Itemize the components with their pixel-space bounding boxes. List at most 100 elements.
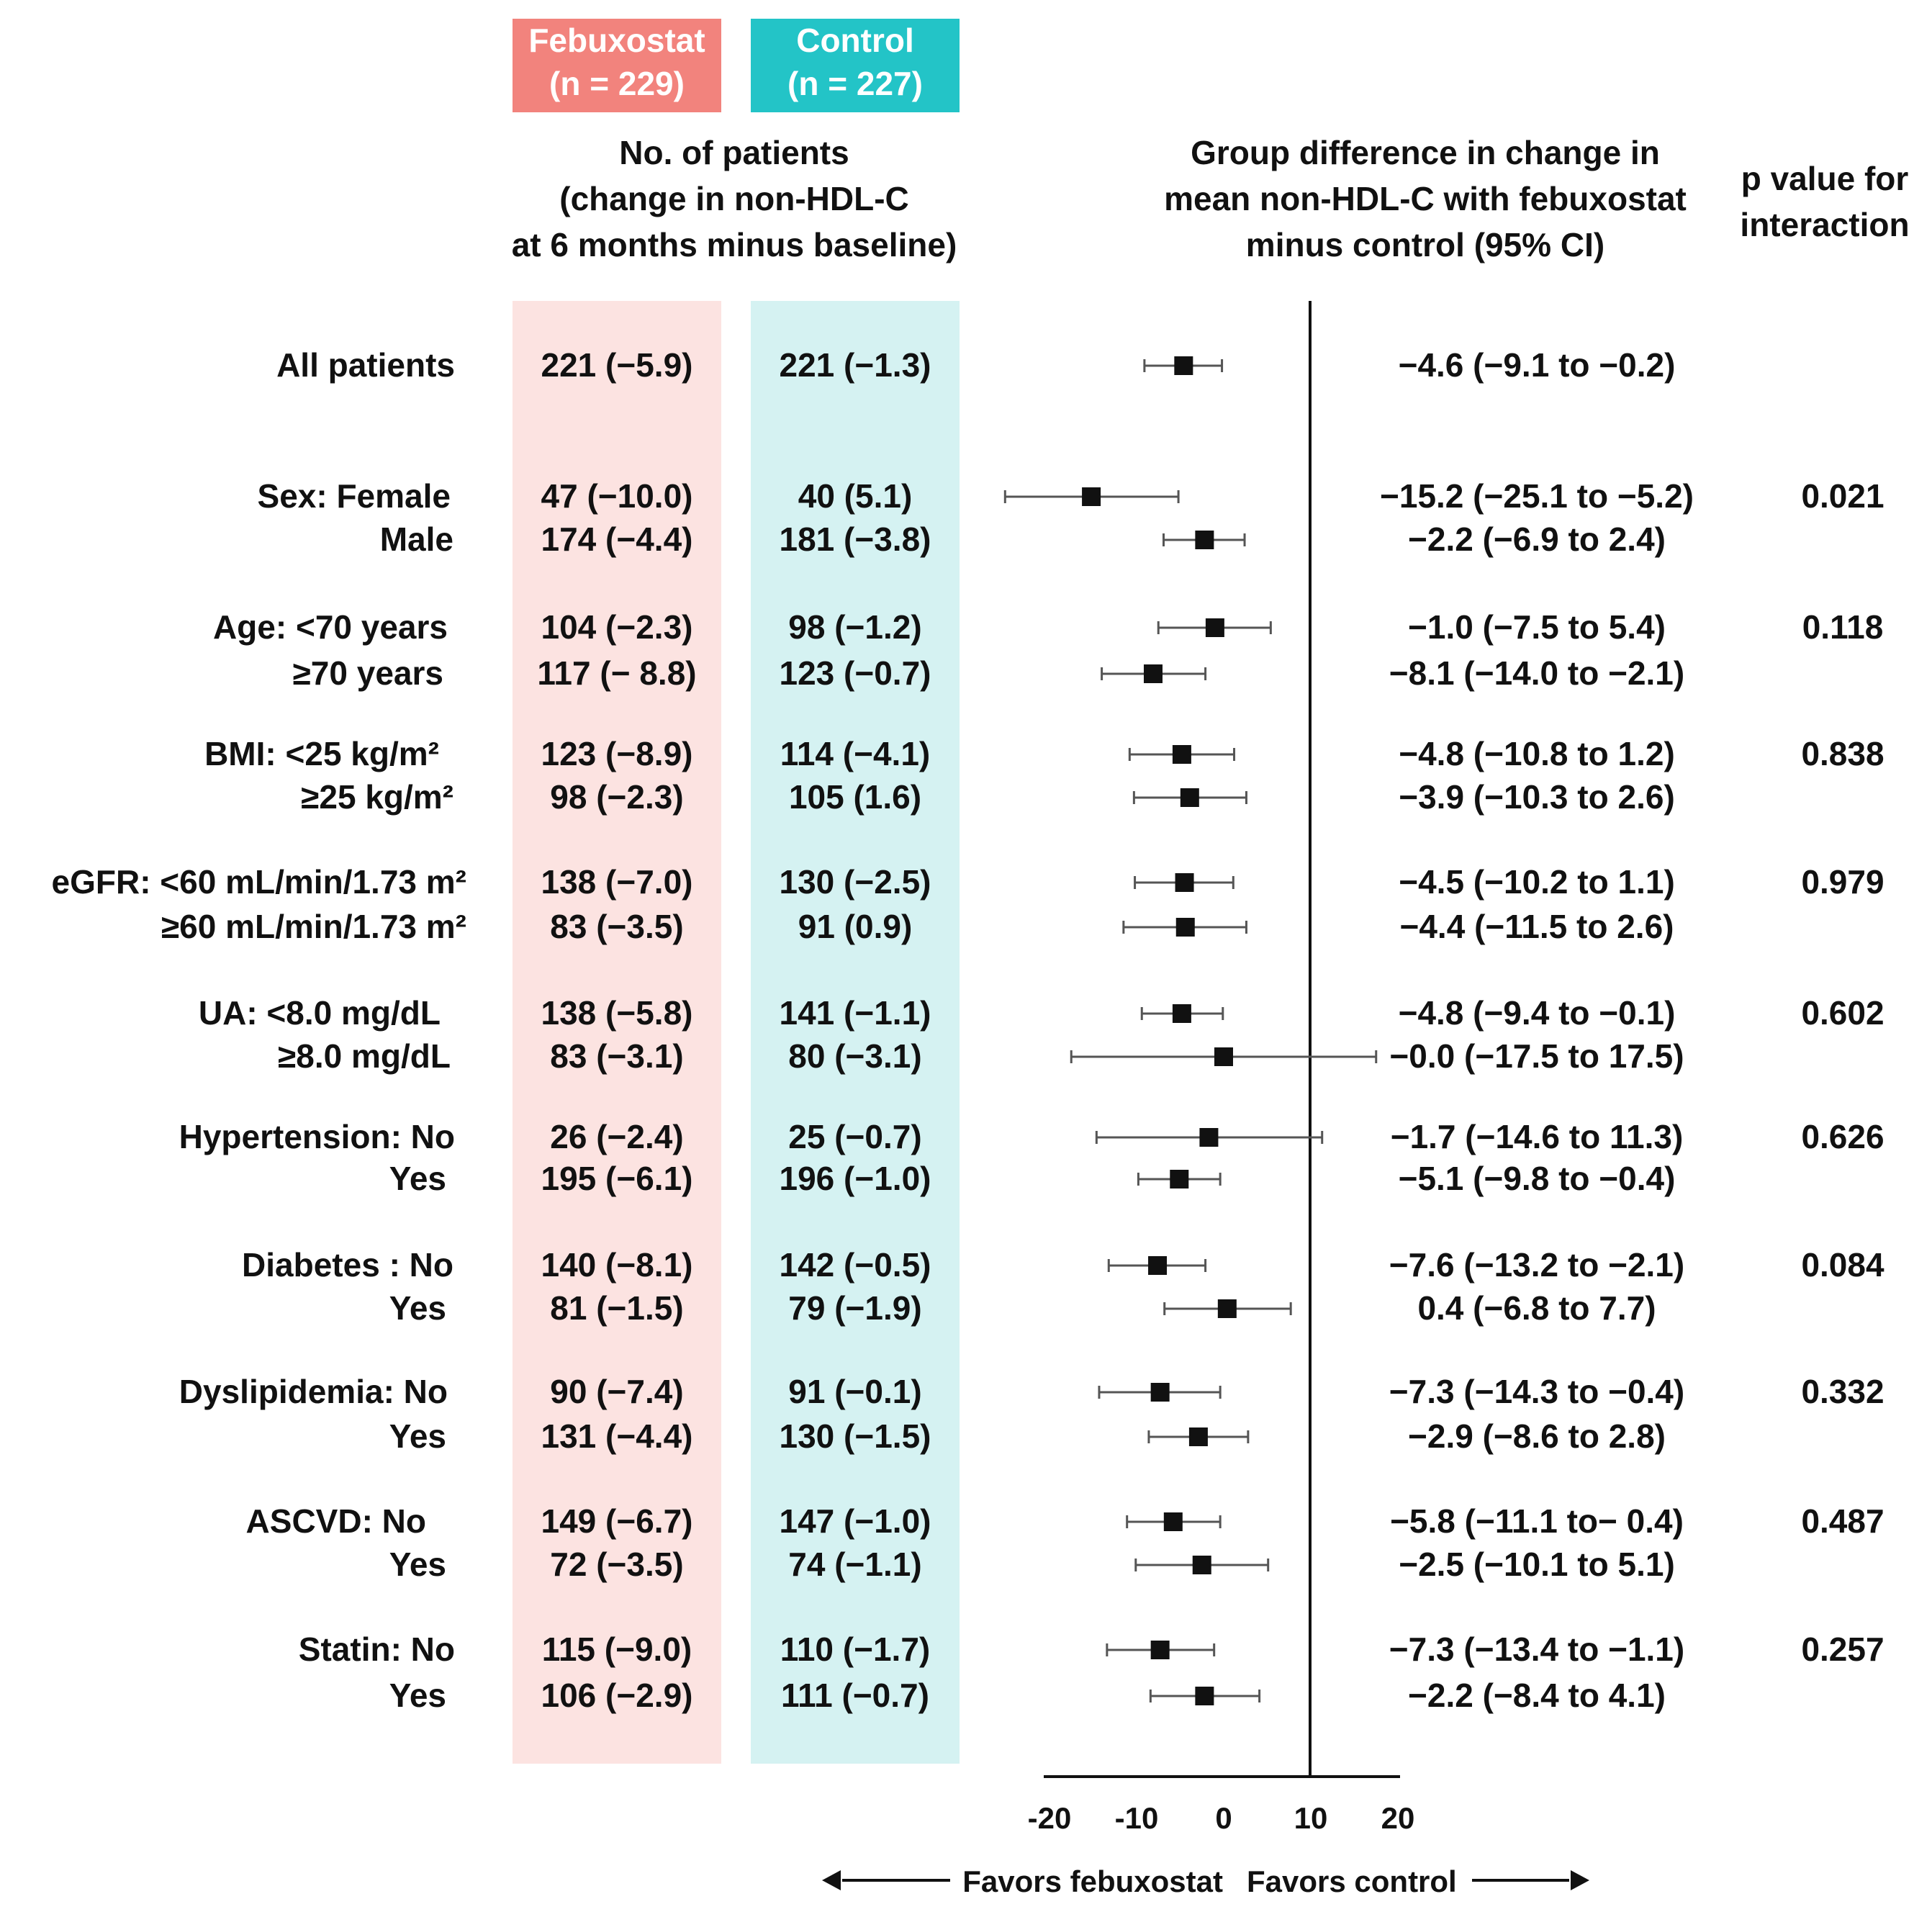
ci-text: −7.3 (−14.3 to −0.4)	[1389, 1373, 1685, 1410]
row-label: Age: <70 years	[212, 608, 448, 646]
patients-header-line-2: (change in non-HDL-C	[559, 180, 909, 217]
row-label: All patients	[276, 346, 455, 384]
control-cell: 130 (−1.5)	[779, 1417, 931, 1455]
row-label: Sex: Female	[257, 477, 451, 515]
ci-text: 0.4 (−6.8 to 7.7)	[1417, 1289, 1656, 1327]
point-estimate-square	[1175, 918, 1195, 937]
row-label: Dyslipidemia: No	[179, 1373, 448, 1410]
row-label: Yes	[389, 1417, 446, 1455]
febuxostat-cell: 138 (−5.8)	[541, 994, 693, 1032]
pvalue-header-line-1: p value for	[1741, 160, 1909, 197]
control-cell: 80 (−3.1)	[788, 1037, 922, 1075]
row-label: BMI: <25 kg/m²	[204, 735, 439, 772]
point-estimate-square	[1150, 1383, 1170, 1402]
point-estimate-square	[1172, 745, 1191, 764]
point-estimate-square	[1217, 1299, 1237, 1318]
febuxostat-header: Febuxostat (n = 229)	[513, 19, 721, 112]
control-header: Control (n = 227)	[751, 19, 960, 112]
row-label: Yes	[389, 1289, 446, 1327]
favors-right-arrow-head	[1571, 1870, 1589, 1890]
febuxostat-cell: 140 (−8.1)	[541, 1246, 693, 1284]
control-cell: 141 (−1.1)	[779, 994, 931, 1032]
ci-text: −2.2 (−6.9 to 2.4)	[1408, 520, 1666, 558]
point-estimate-square	[1175, 873, 1194, 892]
control-cell: 142 (−0.5)	[779, 1246, 931, 1284]
febuxostat-n: (n = 229)	[549, 65, 685, 102]
p-value: 0.602	[1801, 994, 1884, 1032]
patients-header: No. of patients (change in non-HDL-C at …	[489, 130, 979, 268]
febuxostat-cell: 123 (−8.9)	[541, 735, 693, 772]
favors-febuxostat-label: Favors febuxostat	[962, 1864, 1223, 1898]
febuxostat-cell: 98 (−2.3)	[550, 778, 684, 816]
difference-header-line-3: minus control (95% CI)	[1245, 226, 1605, 263]
febuxostat-cell: 131 (−4.4)	[541, 1417, 693, 1455]
ci-text: −15.2 (−25.1 to −5.2)	[1380, 477, 1694, 515]
control-cell: 196 (−1.0)	[779, 1160, 931, 1197]
point-estimate-square	[1143, 664, 1163, 683]
x-tick-label: -10	[1115, 1801, 1159, 1835]
febuxostat-cell: 138 (−7.0)	[541, 863, 693, 901]
ci-text: −4.8 (−9.4 to −0.1)	[1398, 994, 1676, 1032]
p-value: 0.257	[1801, 1630, 1884, 1668]
control-cell: 114 (−4.1)	[780, 735, 931, 772]
row-label: Yes	[389, 1677, 446, 1714]
row-label: Yes	[389, 1546, 446, 1583]
point-estimate-square	[1174, 356, 1193, 375]
febuxostat-cell: 115 (−9.0)	[541, 1630, 692, 1668]
ci-text: −2.9 (−8.6 to 2.8)	[1408, 1417, 1666, 1455]
ci-text: −5.1 (−9.8 to −0.4)	[1398, 1160, 1676, 1197]
ci-text: −1.7 (−14.6 to 11.3)	[1390, 1118, 1684, 1155]
point-estimate-square	[1148, 1256, 1168, 1275]
row-label: ≥60 mL/min/1.73 m²	[161, 908, 466, 945]
p-value: 0.021	[1801, 477, 1884, 515]
point-estimate-square	[1170, 1170, 1189, 1188]
patients-header-line-3: at 6 months minus baseline)	[511, 226, 957, 263]
control-cell: 91 (0.9)	[798, 908, 913, 945]
x-tick-label: 10	[1294, 1801, 1328, 1835]
febuxostat-cell: 81 (−1.5)	[550, 1289, 684, 1327]
febuxostat-cell: 106 (−2.9)	[541, 1677, 693, 1714]
ci-text: −5.8 (−11.1 to− 0.4)	[1390, 1502, 1684, 1540]
row-label: Male	[379, 520, 453, 558]
control-cell: 111 (−0.7)	[781, 1677, 929, 1714]
febuxostat-cell: 72 (−3.5)	[550, 1546, 684, 1583]
x-tick-label: -20	[1028, 1801, 1072, 1835]
x-tick-label: 0	[1215, 1801, 1232, 1835]
point-estimate-square	[1192, 1556, 1211, 1574]
row-label: Diabetes : No	[242, 1246, 453, 1284]
control-cell: 147 (−1.0)	[779, 1502, 931, 1540]
ci-text: −4.5 (−10.2 to 1.1)	[1399, 863, 1675, 901]
control-cell: 221 (−1.3)	[779, 346, 931, 384]
ci-text: −0.0 (−17.5 to 17.5)	[1389, 1037, 1684, 1075]
difference-header-line-2: mean non-HDL-C with febuxostat	[1164, 180, 1687, 217]
p-value: 0.084	[1801, 1246, 1884, 1284]
row-label: Statin: No	[298, 1630, 455, 1668]
p-value: 0.332	[1801, 1373, 1884, 1410]
febuxostat-cell: 149 (−6.7)	[541, 1502, 693, 1540]
favors-control-label: Favors control	[1247, 1864, 1457, 1898]
febuxostat-cell: 83 (−3.5)	[550, 908, 684, 945]
control-cell: 181 (−3.8)	[779, 520, 931, 558]
control-cell: 130 (−2.5)	[779, 863, 931, 901]
control-cell: 91 (−0.1)	[788, 1373, 922, 1410]
control-cell: 74 (−1.1)	[788, 1546, 922, 1583]
control-cell: 123 (−0.7)	[779, 654, 931, 692]
control-cell: 105 (1.6)	[788, 778, 922, 816]
ci-text: −4.4 (−11.5 to 2.6)	[1399, 908, 1674, 945]
point-estimate-square	[1188, 1427, 1208, 1446]
row-label: UA: <8.0 mg/dL	[198, 994, 441, 1032]
difference-header-line-1: Group difference in change in	[1191, 134, 1660, 171]
patients-header-line-1: No. of patients	[619, 134, 849, 171]
point-estimate-square	[1180, 788, 1199, 807]
control-cell: 98 (−1.2)	[788, 608, 922, 646]
row-label: ≥70 years	[292, 654, 443, 692]
febuxostat-cell: 83 (−3.1)	[550, 1037, 684, 1075]
febuxostat-cell: 174 (−4.4)	[541, 520, 693, 558]
row-label: ASCVD: No	[245, 1502, 426, 1540]
favors-left-arrow-head	[822, 1870, 841, 1890]
control-cell: 110 (−1.7)	[780, 1630, 931, 1668]
ci-text: −8.1 (−14.0 to −2.1)	[1389, 654, 1685, 692]
p-value: 0.487	[1801, 1502, 1884, 1540]
row-label: ≥25 kg/m²	[301, 778, 453, 816]
